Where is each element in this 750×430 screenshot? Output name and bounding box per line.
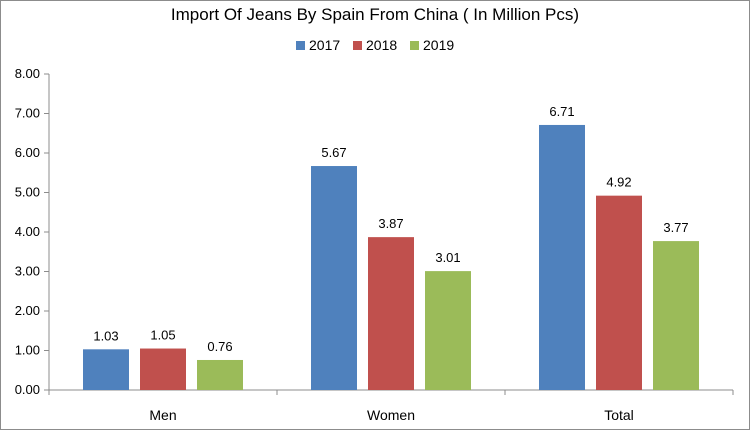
bar-men-2017 (83, 349, 129, 390)
legend-label-2019: 2019 (423, 37, 454, 53)
y-axis: 0.00 1.00 2.00 3.00 4.00 5.00 6.00 7.00 8.00 (15, 66, 50, 397)
x-category-label-total: Total (604, 407, 634, 423)
data-label-women-2017: 5.67 (321, 145, 346, 160)
bar-women-2017 (311, 166, 357, 390)
bar-men-2019 (197, 359, 243, 390)
bar-total-2018 (596, 195, 642, 390)
data-label-total-2017: 6.71 (549, 104, 574, 119)
data-label-men-2019: 0.76 (207, 339, 232, 354)
legend-swatch-2019 (410, 41, 419, 50)
legend-label-2018: 2018 (366, 37, 397, 53)
bar-women-2018 (368, 237, 414, 390)
y-tick-label: 7.00 (15, 106, 40, 121)
data-labels: 1.03 1.05 0.76 5.67 3.87 3.01 6.71 4.92 3.77 (93, 104, 688, 354)
data-label-total-2019: 3.77 (663, 220, 688, 235)
x-axis: Men Women Total (48, 389, 734, 423)
legend-swatch-2018 (353, 41, 362, 50)
y-tick-label: 0.00 (15, 382, 40, 397)
y-tick-label: 6.00 (15, 145, 40, 160)
y-tick-label: 3.00 (15, 264, 40, 279)
data-label-women-2019: 3.01 (435, 250, 460, 265)
x-category-label-women: Women (367, 407, 415, 423)
data-label-total-2018: 4.92 (606, 175, 631, 190)
bar-total-2017 (539, 124, 585, 390)
y-tick-label: 5.00 (15, 185, 40, 200)
chart-title: Import Of Jeans By Spain From China ( In… (171, 5, 579, 24)
data-label-men-2017: 1.03 (93, 328, 118, 343)
y-tick-label: 2.00 (15, 303, 40, 318)
bar-men-2018 (140, 348, 186, 390)
legend-swatch-2017 (296, 41, 305, 50)
legend: 2017 2018 2019 (296, 37, 454, 53)
y-tick-label: 1.00 (15, 343, 40, 358)
y-tick-label: 8.00 (15, 66, 40, 81)
x-category-label-men: Men (149, 407, 176, 423)
y-tick-label: 4.00 (15, 224, 40, 239)
bars (83, 124, 699, 390)
legend-label-2017: 2017 (309, 37, 340, 53)
bar-women-2019 (425, 271, 471, 390)
data-label-women-2018: 3.87 (378, 216, 403, 231)
bar-total-2019 (653, 241, 699, 390)
data-label-men-2018: 1.05 (150, 328, 175, 343)
